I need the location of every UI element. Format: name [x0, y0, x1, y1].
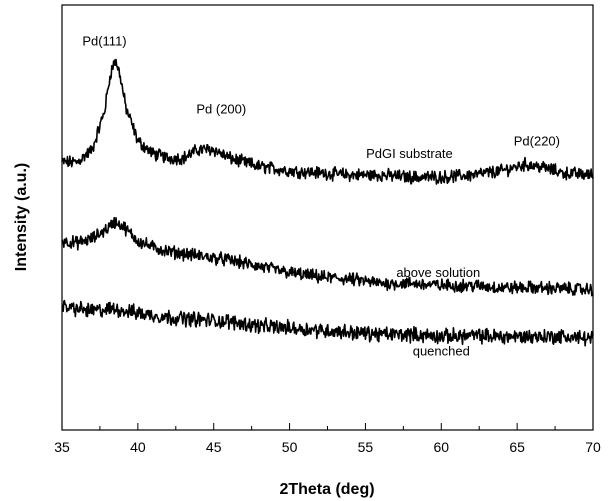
annotation-label: Pd(111)	[82, 33, 126, 48]
series-layer	[61, 58, 594, 347]
series-line-1	[61, 58, 594, 185]
annotation-layer: Pd(111) Pd (200) PdGI substrate Pd(220) abov…	[82, 33, 560, 358]
series-line-3	[61, 299, 594, 347]
plot-area-frame	[61, 4, 594, 431]
x-tick-label: 55	[358, 439, 374, 455]
series-line-2	[61, 216, 594, 297]
annotation-label: Pd(220)	[514, 133, 560, 148]
x-tick-label: 50	[282, 439, 298, 455]
x-axis-title: 2Theta (deg)	[279, 481, 374, 498]
annotation-label: quenched	[413, 344, 470, 359]
x-tick-label: 65	[509, 439, 525, 455]
x-axis-ticks: 35 40 45 50 55 60 65 70	[54, 423, 601, 455]
x-tick-label: 35	[54, 439, 70, 455]
annotation-label: PdGI substrate	[366, 146, 453, 161]
x-tick-label: 60	[433, 439, 449, 455]
annotation-label: above solution	[396, 265, 480, 280]
x-tick-label: 45	[206, 439, 222, 455]
annotation-label: Pd (200)	[196, 101, 246, 116]
x-tick-label: 70	[585, 439, 601, 455]
x-tick-label: 40	[130, 439, 146, 455]
y-axis-title: Intensity (a.u.)	[13, 163, 30, 271]
